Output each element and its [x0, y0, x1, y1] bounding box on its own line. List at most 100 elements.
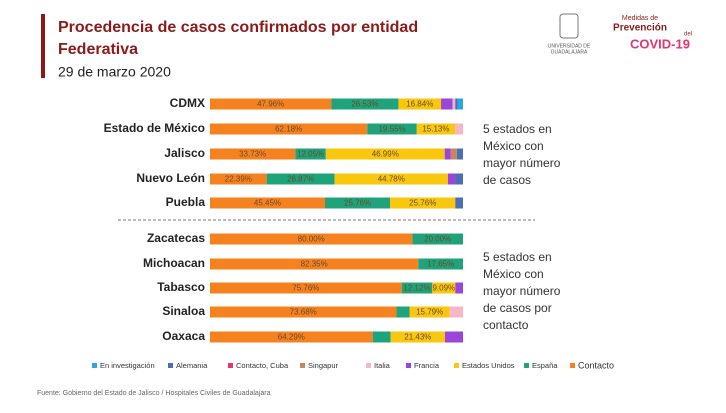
value-label: 47.96% [257, 100, 284, 109]
value-label: 64.29% [278, 333, 305, 342]
value-label: 25.76% [409, 199, 436, 208]
annotation: mayor número [483, 156, 561, 170]
category-label: Tabasco [157, 280, 205, 294]
bar-segment [210, 331, 373, 343]
legend-label: Francia [414, 361, 440, 370]
legend-swatch [92, 363, 97, 368]
value-label: 26.53% [351, 100, 378, 109]
bar-segment [401, 282, 433, 294]
value-label: 82.35% [301, 260, 328, 269]
bar-segment [457, 98, 463, 110]
chart-title: Procedencia de casos confirmados por ent… [58, 19, 418, 36]
category-label: Estado de México [104, 121, 205, 135]
legend-label: En investigación [100, 361, 155, 370]
bar-segment [418, 258, 463, 270]
annotation: de casos [483, 173, 531, 187]
annotation: mayor número [483, 284, 561, 298]
bar-segment [210, 258, 419, 270]
value-label: 19.55% [378, 125, 405, 134]
annotation: contacto [483, 318, 529, 332]
legend-swatch [570, 363, 575, 368]
value-label: 12.05% [297, 150, 324, 159]
value-label: 45.45% [254, 199, 281, 208]
legend-swatch [524, 363, 529, 368]
bar-segment [210, 98, 332, 110]
bar-segment [398, 98, 442, 110]
value-label: 9.09% [432, 284, 455, 293]
bar-segment [334, 173, 448, 185]
value-label: 12.12% [403, 284, 430, 293]
category-label: CDMX [170, 96, 205, 110]
value-label: 33.73% [239, 150, 266, 159]
source: Fuente: Gobierno del Estado de Jalisco /… [37, 390, 271, 397]
bar-segment [455, 173, 464, 185]
value-label: 62.18% [275, 125, 302, 134]
value-label: 26.87% [287, 175, 314, 184]
legend-label: Singapur [308, 361, 339, 370]
legend-swatch [454, 363, 459, 368]
legend-label: Estados Unidos [462, 361, 515, 370]
logo-text: GUADALAJARA [551, 49, 588, 55]
bar-segment [444, 331, 463, 343]
bar-segment [210, 148, 296, 160]
value-label: 46.99% [372, 150, 399, 159]
value-label: 25.76% [344, 199, 371, 208]
value-label: 16.84% [406, 100, 433, 109]
bar-segment [455, 282, 463, 294]
logo-text: del [684, 32, 692, 38]
bar-segment [444, 148, 451, 160]
annotation: de casos por [483, 301, 552, 315]
bar-segment [447, 173, 456, 185]
bar-segment [432, 282, 456, 294]
legend-swatch [366, 363, 371, 368]
value-label: 21.43% [404, 333, 431, 342]
value-label: 20.00% [424, 235, 451, 244]
legend-label: Italia [374, 361, 391, 370]
bar-segment [325, 148, 445, 160]
chart-title: Federativa [58, 41, 138, 58]
logo-text: COVID-19 [630, 36, 690, 51]
value-label: 44.78% [378, 175, 405, 184]
bar-segment [210, 233, 413, 245]
legend-label: Alemania [176, 361, 208, 370]
category-label: Michoacan [143, 256, 205, 270]
bar-segment [456, 148, 463, 160]
bar-segment [372, 331, 391, 343]
bar-segment [455, 98, 458, 110]
legend-swatch [406, 363, 411, 368]
legend-label: Contacto, Cuba [236, 361, 289, 370]
bar-segment [210, 282, 402, 294]
bar-segment [210, 123, 368, 135]
legend-label: Contacto [578, 360, 614, 370]
category-label: Zacatecas [147, 231, 205, 245]
category-label: Jalisco [164, 146, 205, 160]
logo-text: UNIVERSIDAD DE [548, 43, 591, 49]
bar-segment [324, 197, 391, 209]
category-label: Nuevo León [136, 171, 205, 185]
category-label: Sinaloa [162, 304, 205, 318]
value-label: 75.76% [292, 284, 319, 293]
legend-label: España [532, 361, 558, 370]
value-label: 15.13% [422, 125, 449, 134]
value-label: 22.39% [225, 175, 252, 184]
bar-segment [210, 306, 397, 318]
bar-segment [396, 306, 410, 318]
bar-segment [210, 197, 325, 209]
annotation: México con [483, 267, 544, 281]
legend-swatch [300, 363, 305, 368]
annotation: 5 estados en [483, 122, 552, 136]
value-label: 17.65% [427, 260, 454, 269]
legend-swatch [228, 363, 233, 368]
chart-subtitle: 29 de marzo 2020 [58, 64, 171, 80]
bar-segment [452, 98, 456, 110]
value-label: 15.79% [416, 308, 443, 317]
bar-segment [409, 306, 450, 318]
bar-segment [449, 306, 463, 318]
bar-segment [266, 173, 335, 185]
legend-swatch [168, 363, 173, 368]
bar-segment [331, 98, 399, 110]
accent-bar [41, 14, 45, 78]
bar-segment [295, 148, 326, 160]
bar-segment [455, 197, 463, 209]
